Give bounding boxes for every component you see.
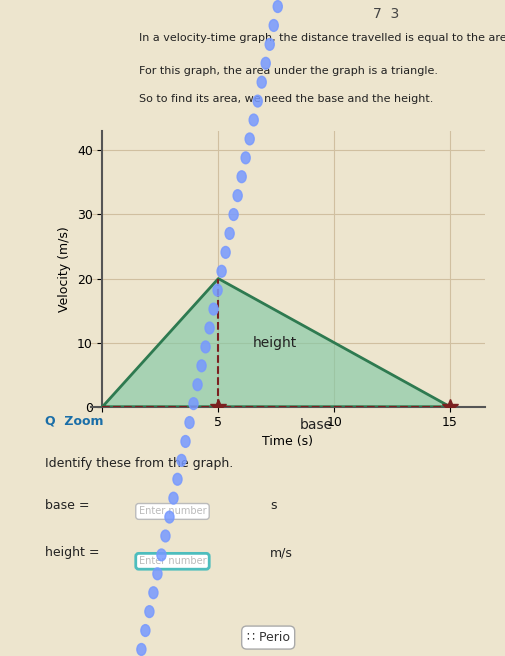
Y-axis label: Velocity (m/s): Velocity (m/s) bbox=[59, 226, 71, 312]
Text: So to find its area, we need the base and the height.: So to find its area, we need the base an… bbox=[139, 94, 433, 104]
Text: 7  3: 7 3 bbox=[374, 7, 400, 20]
Text: ∷ Perio: ∷ Perio bbox=[246, 631, 290, 644]
Text: Enter number: Enter number bbox=[139, 506, 207, 516]
Text: height =: height = bbox=[45, 546, 99, 560]
Polygon shape bbox=[103, 279, 450, 407]
Text: Enter number: Enter number bbox=[139, 556, 207, 566]
Text: In a velocity-time graph, the distance travelled is equal to the area: In a velocity-time graph, the distance t… bbox=[139, 33, 505, 43]
Text: For this graph, the area under the graph is a triangle.: For this graph, the area under the graph… bbox=[139, 66, 438, 75]
Text: m/s: m/s bbox=[270, 546, 293, 560]
Text: height: height bbox=[253, 336, 297, 350]
Text: base: base bbox=[299, 418, 333, 432]
Text: s: s bbox=[270, 499, 277, 512]
Text: Q  Zoom: Q Zoom bbox=[45, 414, 103, 427]
Text: Identify these from the graph.: Identify these from the graph. bbox=[45, 457, 233, 470]
X-axis label: Time (s): Time (s) bbox=[263, 435, 313, 448]
Text: base =: base = bbox=[45, 499, 89, 512]
